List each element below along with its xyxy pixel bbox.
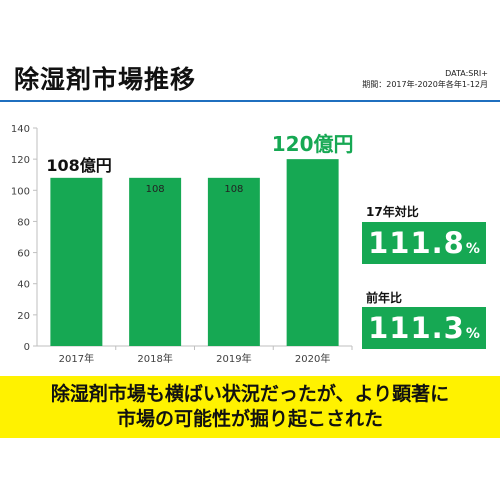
- summary-line-1: 除湿剤市場も横ばい状況だったが、より顕著に: [50, 383, 450, 405]
- x-tick-label: 2018年: [137, 352, 172, 365]
- page-title: 除湿剤市場推移: [14, 65, 197, 94]
- source-note: DATA:SRI+ 期間：2017年-2020年各年1-12月: [362, 68, 488, 90]
- data-label: 108億円: [46, 156, 111, 175]
- y-tick-label: 40: [17, 280, 30, 291]
- y-tick-label: 80: [17, 217, 30, 228]
- source-line: DATA:SRI+: [445, 69, 488, 78]
- y-tick-label: 100: [11, 186, 30, 197]
- y-tick-label: 0: [24, 342, 30, 353]
- yoy-label: 17年対比: [366, 205, 419, 219]
- prev-year-unit: %: [465, 326, 480, 342]
- data-label: 108: [224, 184, 243, 195]
- summary-banner: 除湿剤市場も横ばい状況だったが、より顕著に 市場の可能性が掘り起こされた: [0, 376, 500, 438]
- y-tick-label: 60: [17, 249, 30, 260]
- x-tick-label: 2019年: [216, 352, 251, 365]
- bar-chart: 0 20 40 60 80 100 120 140 2017年 108億円 2018年 108 2019…: [11, 124, 354, 365]
- yoy-value: 111.8: [368, 226, 465, 260]
- bar: [207, 177, 260, 346]
- yoy-unit: %: [465, 241, 480, 257]
- y-tick-label: 120: [11, 155, 30, 166]
- x-tick-label: 2017年: [59, 352, 94, 365]
- period-line: 期間：2017年-2020年各年1-12月: [362, 80, 488, 89]
- yoy-value-box: 111.8%: [362, 222, 486, 264]
- summary-line-2: 市場の可能性が掘り起こされた: [116, 408, 383, 430]
- data-label: 120億円: [272, 132, 354, 156]
- bar: [129, 177, 182, 346]
- y-tick-label: 140: [11, 124, 30, 135]
- bar: [50, 177, 103, 346]
- y-tick-label: 20: [17, 311, 30, 322]
- title-divider: [0, 100, 500, 102]
- prev-year-label: 前年比: [366, 291, 403, 305]
- x-tick-label: 2020年: [295, 352, 330, 365]
- bar: [286, 159, 339, 346]
- prev-year-value-box: 111.3%: [362, 307, 486, 349]
- data-label: 108: [146, 184, 165, 195]
- prev-year-value: 111.3: [368, 311, 465, 345]
